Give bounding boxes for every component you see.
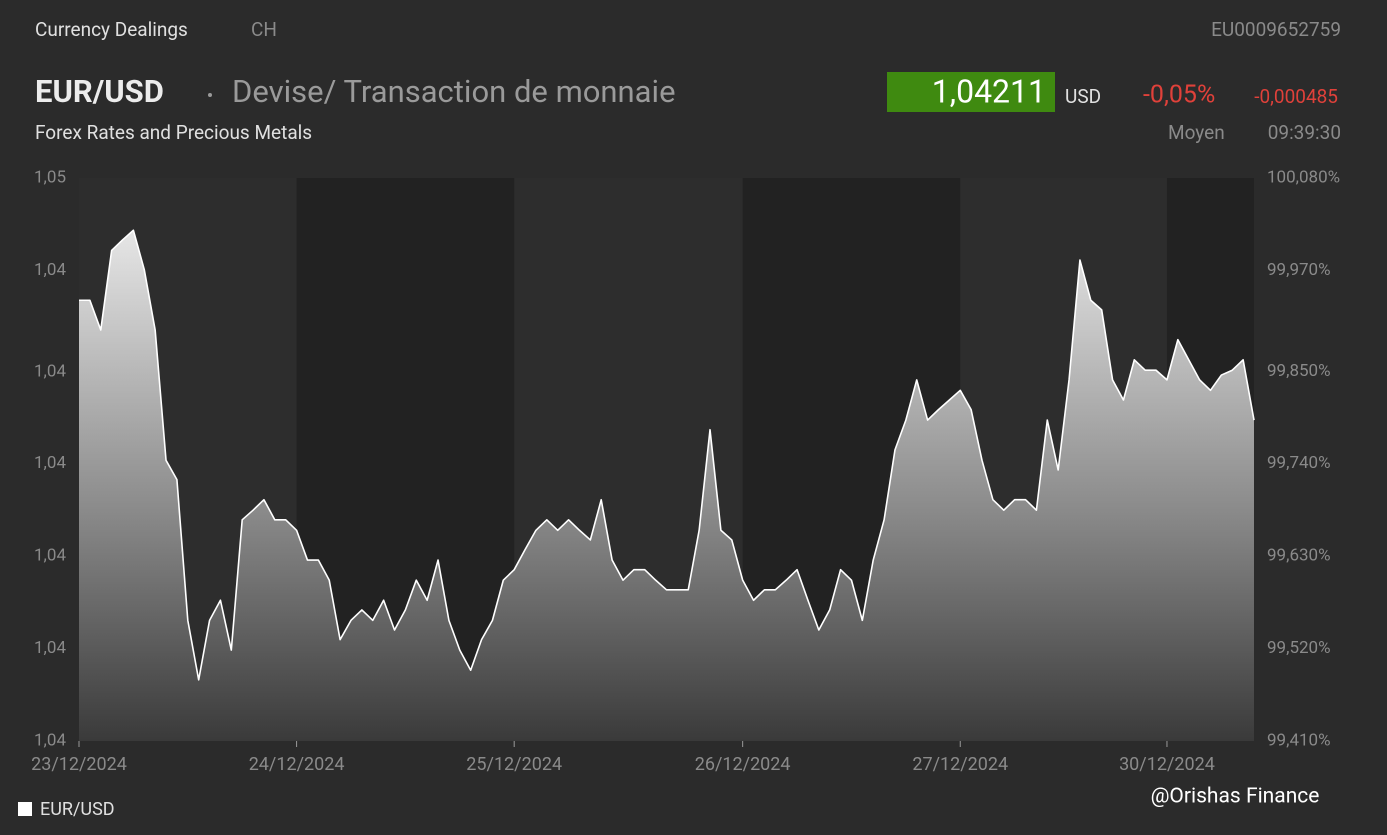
area (79, 230, 1254, 741)
x-tick-label: 23/12/2024 (31, 754, 127, 775)
y2-tick-label: 99,740% (1267, 453, 1331, 473)
isin: EU0009652759 (1211, 18, 1341, 41)
description: Devise/ Transaction de monnaie (232, 73, 676, 110)
change: -0,000485 (1254, 85, 1338, 108)
y-tick-label: 1,04 (34, 453, 66, 473)
x-tick-label: 26/12/2024 (695, 754, 791, 775)
y2-tick-label: 99,970% (1267, 260, 1331, 280)
y-tick-label: 1,04 (34, 545, 66, 565)
subtitle: Forex Rates and Precious Metals (35, 121, 312, 144)
x-tick-label: 24/12/2024 (249, 754, 345, 775)
symbol: EUR/USD (35, 73, 164, 110)
country: CH (251, 18, 277, 41)
legend-label: EUR/USD (40, 799, 115, 820)
separator (208, 93, 212, 97)
watermark: @Orishas Finance (1151, 785, 1320, 809)
y2-tick-label: 99,850% (1267, 361, 1331, 381)
x-tick-label: 30/12/2024 (1119, 754, 1215, 775)
y-tick-label: 1,05 (34, 167, 66, 187)
y2-tick-label: 99,520% (1267, 638, 1331, 658)
time: 09:39:30 (1268, 121, 1341, 144)
plot: 23/12/2024 24/12/2024 25/12/2024 26/12/2024… (31, 167, 1340, 774)
y-tick-label: 1,04 (34, 260, 66, 280)
y2-tick-label: 99,410% (1267, 730, 1331, 750)
price-box (887, 72, 1055, 112)
line (79, 229, 1255, 681)
y2-tick-label: 100,080% (1267, 167, 1340, 187)
y-tick-label: 1,04 (34, 361, 66, 381)
change-percent: -0,05% (1143, 81, 1215, 110)
price-type: Moyen (1168, 121, 1225, 144)
price: 1,04211 (932, 72, 1046, 110)
source: Currency Dealings (35, 18, 188, 41)
x-tick-label: 25/12/2024 (466, 754, 562, 775)
x-tick-label: 27/12/2024 (912, 754, 1008, 775)
y-tick-label: 1,04 (34, 730, 66, 750)
legend-swatch (18, 802, 32, 816)
currency: USD (1065, 85, 1101, 108)
y2-tick-label: 99,630% (1267, 546, 1331, 566)
y-tick-label: 1,04 (34, 638, 66, 658)
